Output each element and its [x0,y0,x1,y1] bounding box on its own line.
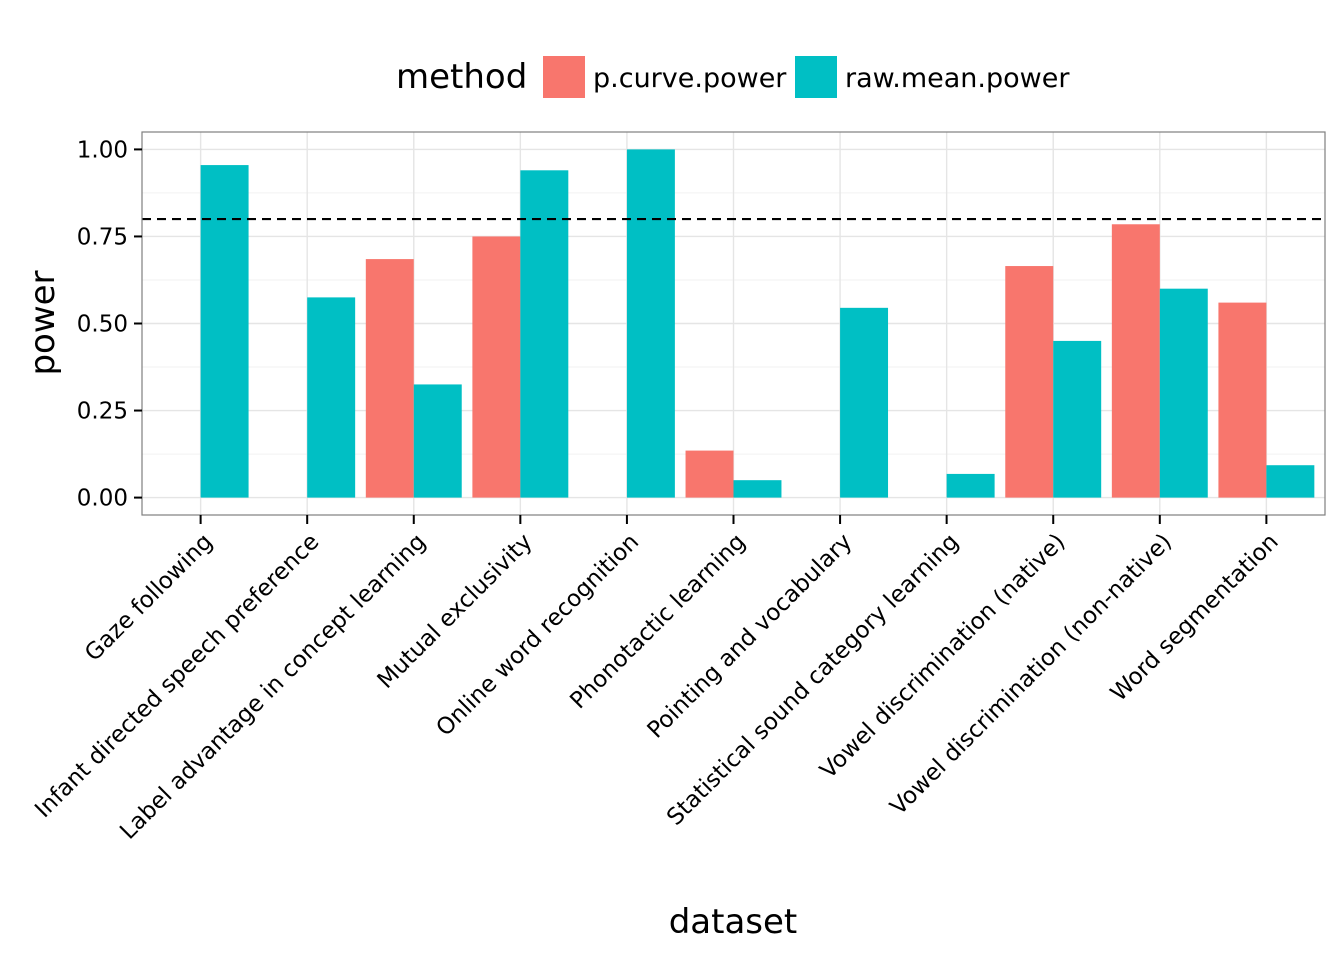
bar-raw-mean-power [1053,340,1102,498]
y-tick-label: 0.25 [77,399,128,425]
bar-raw-mean-power [1159,288,1208,498]
bar-p-curve-power [1005,266,1054,498]
legend-swatch-raw-mean-power [795,56,837,98]
x-axis-title: dataset [669,902,798,942]
x-tick-label: Pointing and vocabulary [643,529,858,744]
bar-raw-mean-power [307,297,356,498]
bar-raw-mean-power [733,480,782,498]
bar-raw-mean-power [840,307,889,498]
bars [200,149,1315,498]
bar-p-curve-power [1111,224,1160,498]
legend-title: method [396,57,527,97]
legend-label-p-curve-power: p.curve.power [593,63,787,94]
legend-label-raw-mean-power: raw.mean.power [845,63,1070,94]
bar-raw-mean-power [946,473,995,498]
bar-raw-mean-power [520,170,569,498]
bar-raw-mean-power [1266,465,1315,498]
y-tick-label: 1.00 [77,137,128,163]
x-tick-label: Phonotactic learning [565,529,750,714]
bar-p-curve-power [472,236,521,498]
y-axis: 0.00 0.25 0.50 0.75 1.00 [77,137,142,512]
bar-p-curve-power [365,259,414,498]
bar-p-curve-power [685,450,734,498]
y-tick-label: 0.00 [77,486,128,512]
bar-p-curve-power [1218,302,1267,498]
bar-raw-mean-power [200,165,249,498]
y-tick-label: 0.75 [77,224,128,250]
bar-raw-mean-power [626,149,675,498]
x-tick-label: Online word recognition [431,529,644,742]
legend-swatch-p-curve-power [543,56,585,98]
y-tick-label: 0.50 [77,312,128,338]
legend: method p.curve.power raw.mean.power [396,56,1070,98]
y-axis-title: power [23,270,63,375]
bar-raw-mean-power [413,384,462,498]
